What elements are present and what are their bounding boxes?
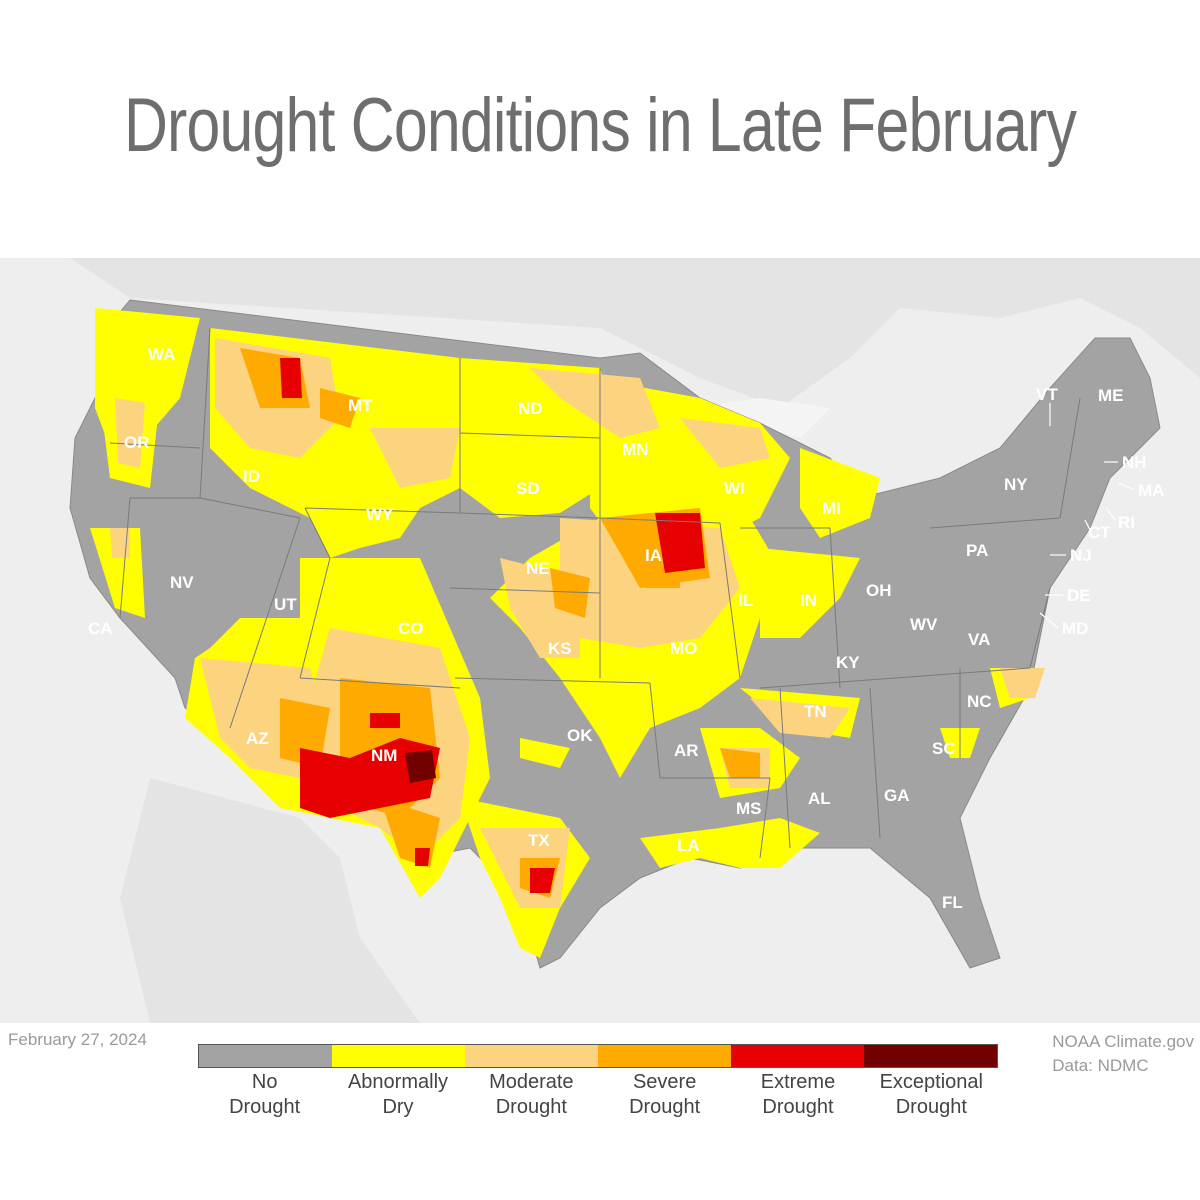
- mexico-land: [120, 778, 420, 1023]
- legend-label-line: Drought: [762, 1096, 834, 1118]
- label-vt: VT: [1036, 385, 1058, 404]
- label-la: LA: [677, 836, 700, 855]
- label-co: CO: [398, 619, 424, 638]
- label-or: OR: [124, 433, 150, 452]
- legend-label-line: Extreme: [760, 1071, 836, 1093]
- legend-label-line: No: [251, 1071, 278, 1093]
- legend-swatch-moderate: [465, 1045, 598, 1067]
- legend-swatch-no-drought: [199, 1045, 332, 1067]
- state-borders: [109, 327, 1081, 859]
- label-ne: NE: [526, 559, 550, 578]
- legend-label-severe: Severe Drought: [598, 1070, 731, 1120]
- label-oh: OH: [866, 581, 892, 600]
- label-id: ID: [243, 467, 260, 486]
- label-mo: MO: [670, 639, 697, 658]
- label-pa: PA: [966, 541, 988, 560]
- label-wv: WV: [910, 615, 938, 634]
- legend-label-line: Abnormally: [347, 1071, 449, 1093]
- state-labels: WA OR CA NV ID MT WY UT AZ CO NM ND SD N…: [88, 345, 1164, 912]
- legend-label-line: Exceptional: [879, 1071, 983, 1093]
- label-fl: FL: [942, 893, 963, 912]
- label-nd: ND: [518, 399, 543, 418]
- legend-label-line: Dry: [382, 1096, 414, 1118]
- map-title: Drought Conditions in Late February: [123, 83, 1077, 168]
- label-sc: SC: [932, 739, 956, 758]
- credit-line-1: NOAA Climate.gov: [1052, 1032, 1194, 1051]
- legend-label-exceptional: Exceptional Drought: [865, 1070, 998, 1120]
- label-ny: NY: [1004, 475, 1028, 494]
- exceptional-drought-areas: [405, 750, 436, 783]
- legend-label-no-drought: No Drought: [198, 1070, 331, 1120]
- label-ky: KY: [836, 653, 860, 672]
- extreme-drought-areas: [280, 358, 705, 893]
- canada-land: [70, 258, 1200, 408]
- legend-label-abnormally-dry: Abnormally Dry: [331, 1070, 464, 1120]
- legend-label-moderate: Moderate Drought: [465, 1070, 598, 1120]
- label-ga: GA: [884, 786, 910, 805]
- drought-map: WA OR CA NV ID MT WY UT AZ CO NM ND SD N…: [0, 258, 1200, 1023]
- legend-label-line: Drought: [629, 1096, 701, 1118]
- legend-label-extreme: Extreme Drought: [731, 1070, 864, 1120]
- legend-swatch-extreme: [731, 1045, 864, 1067]
- label-mn: MN: [622, 440, 648, 459]
- label-al: AL: [808, 789, 831, 808]
- label-mt: MT: [348, 396, 373, 415]
- map-canvas: WA OR CA NV ID MT WY UT AZ CO NM ND SD N…: [69, 258, 1200, 1023]
- label-ar: AR: [674, 741, 699, 760]
- label-nm: NM: [371, 746, 397, 765]
- label-de: DE: [1067, 586, 1091, 605]
- label-sd: SD: [516, 479, 540, 498]
- label-tx: TX: [528, 831, 550, 850]
- label-az: AZ: [246, 729, 269, 748]
- label-ca: CA: [88, 619, 113, 638]
- label-ok: OK: [567, 726, 593, 745]
- legend-swatch-exceptional: [864, 1045, 997, 1067]
- label-wy: WY: [366, 505, 394, 524]
- label-ms: MS: [736, 799, 762, 818]
- source-credit: NOAA Climate.gov Data: NDMC: [1052, 1030, 1194, 1078]
- label-ia: IA: [645, 546, 662, 565]
- label-nh: NH: [1122, 453, 1147, 472]
- label-md: MD: [1062, 619, 1088, 638]
- label-mi: MI: [822, 499, 841, 518]
- label-wi: WI: [724, 479, 745, 498]
- leader-lines: [1039, 403, 1136, 629]
- label-wa: WA: [148, 345, 175, 364]
- map-date: February 27, 2024: [8, 1030, 147, 1049]
- legend-label-line: Drought: [229, 1096, 301, 1118]
- label-va: VA: [968, 630, 990, 649]
- label-nj: NJ: [1070, 546, 1092, 565]
- legend-swatch-abnormally-dry: [332, 1045, 465, 1067]
- label-ct: CT: [1088, 523, 1111, 542]
- legend-color-bar: [198, 1044, 998, 1068]
- label-ut: UT: [274, 595, 297, 614]
- label-nv: NV: [170, 573, 194, 592]
- credit-line-2: Data: NDMC: [1052, 1056, 1149, 1075]
- legend-label-line: Drought: [895, 1096, 967, 1118]
- label-me: ME: [1098, 386, 1124, 405]
- legend-swatch-severe: [598, 1045, 731, 1067]
- legend-label-line: Severe: [632, 1071, 697, 1093]
- legend-label-line: Moderate: [489, 1071, 574, 1093]
- label-in: IN: [800, 591, 817, 610]
- label-nc: NC: [967, 692, 992, 711]
- legend-labels: No Drought Abnormally Dry Moderate Droug…: [198, 1070, 998, 1120]
- label-ri: RI: [1118, 513, 1135, 532]
- legend-label-line: Drought: [495, 1096, 567, 1118]
- label-ma: MA: [1138, 481, 1164, 500]
- label-ks: KS: [548, 639, 572, 658]
- label-tn: TN: [804, 702, 827, 721]
- label-il: IL: [738, 591, 753, 610]
